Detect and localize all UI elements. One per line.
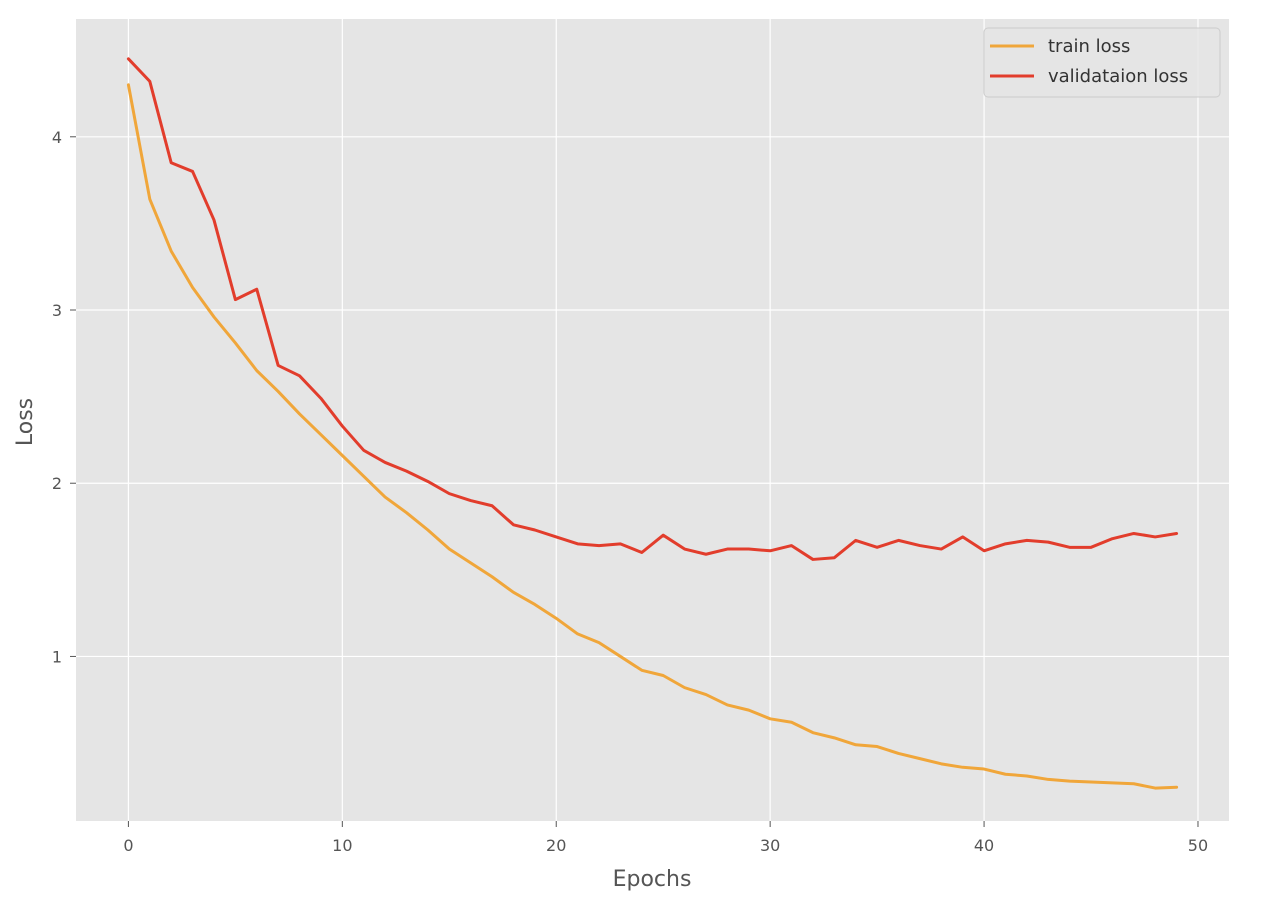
- y-axis-title: Loss: [13, 398, 38, 446]
- x-tick-label: 50: [1188, 836, 1208, 855]
- legend: train loss validataion loss: [983, 27, 1221, 98]
- series-line-train-loss: [126, 83, 1179, 790]
- x-axis-title: Epochs: [613, 867, 692, 892]
- x-tick-label: 0: [123, 836, 133, 855]
- x-tick-label: 30: [760, 836, 780, 855]
- x-tick-label: 20: [546, 836, 566, 855]
- plot-background: [76, 19, 1229, 821]
- x-axis-ticks: 0 10 20 30 40 50: [123, 821, 1208, 855]
- series-line-validataion-loss: [126, 57, 1179, 561]
- legend-label-train-loss: train loss: [1048, 36, 1130, 57]
- y-tick-label: 2: [52, 474, 62, 493]
- y-axis-ticks: 1 2 3 4: [52, 128, 76, 666]
- legend-box: [983, 27, 1221, 98]
- legend-label-validation-loss: validataion loss: [1048, 66, 1188, 87]
- y-tick-label: 1: [52, 647, 62, 666]
- series-lines: [126, 57, 1179, 790]
- x-tick-label: 40: [974, 836, 994, 855]
- grid-lines: [76, 19, 1229, 821]
- y-tick-label: 4: [52, 128, 62, 147]
- x-tick-label: 10: [332, 836, 352, 855]
- y-tick-label: 3: [52, 301, 62, 320]
